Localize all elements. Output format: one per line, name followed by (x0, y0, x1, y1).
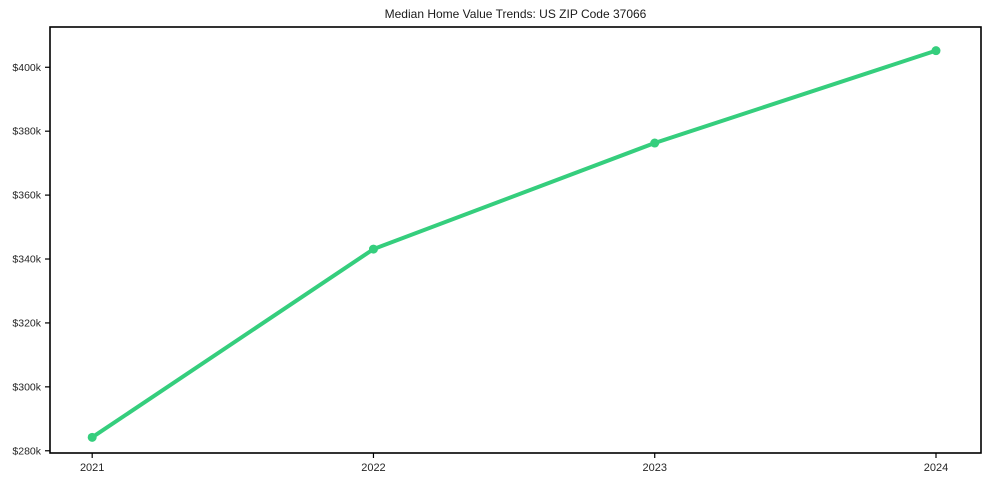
y-tick-label: $320k (12, 317, 41, 329)
x-tick-label: 2021 (80, 462, 104, 474)
plot-frame (49, 26, 982, 454)
y-tick-label: $280k (12, 445, 41, 457)
y-tick-label: $300k (12, 381, 41, 393)
data-point (368, 244, 378, 254)
data-point (931, 46, 941, 56)
data-point (87, 432, 97, 442)
y-tick-label: $340k (12, 254, 41, 266)
data-point (650, 138, 660, 148)
y-tick-label: $400k (12, 62, 41, 74)
trend-line (90, 48, 938, 440)
y-tick-label: $360k (12, 190, 41, 202)
chart-title: Median Home Value Trends: US ZIP Code 37… (384, 7, 647, 21)
x-tick-label: 2023 (642, 462, 666, 474)
x-tick-label: 2024 (924, 462, 948, 474)
x-tick-label: 2022 (361, 462, 385, 474)
y-tick-label: $380k (12, 126, 41, 138)
